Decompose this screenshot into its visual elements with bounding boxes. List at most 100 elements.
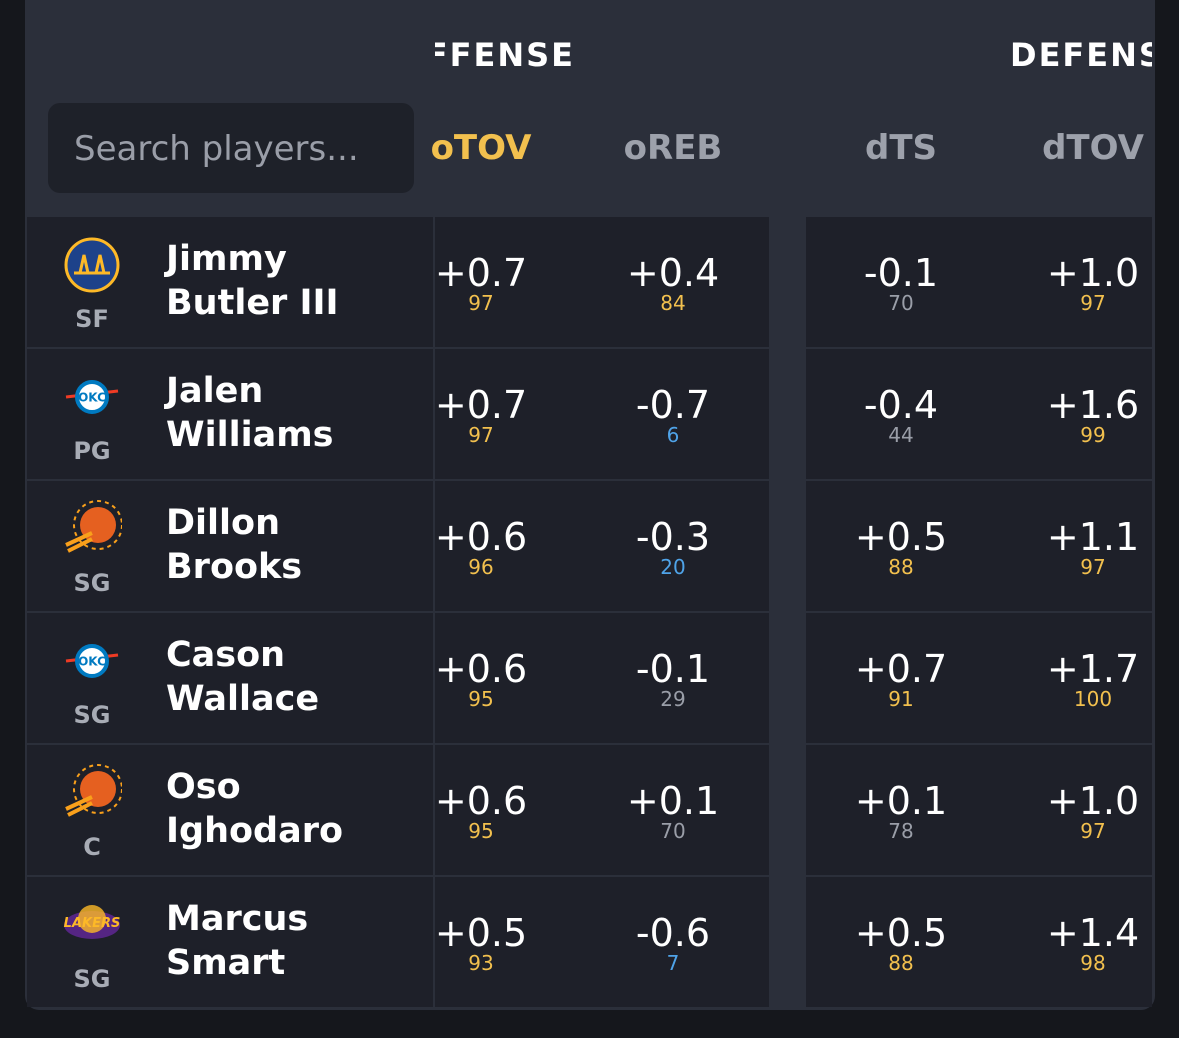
player-position: SG: [73, 701, 111, 729]
player-cell: [27, 349, 433, 479]
stat-percentile: 100: [1073, 687, 1113, 711]
stat-value: +0.1: [854, 779, 948, 823]
defense-cells: [806, 745, 1152, 875]
stat-percentile: 88: [888, 951, 914, 975]
column-header[interactable]: dTS: [864, 128, 938, 168]
stat-value: +0.6: [434, 515, 528, 559]
stat-value: +0.5: [854, 911, 948, 955]
player-position: C: [83, 833, 101, 861]
stat-percentile: 97: [1080, 291, 1106, 315]
stat-value: -0.1: [863, 251, 939, 295]
stat-value: -0.4: [863, 383, 939, 427]
stat-percentile: 20: [660, 555, 686, 579]
stat-value: -0.7: [635, 383, 711, 427]
defense-cells: [806, 349, 1152, 479]
stat-value: +1.0: [1046, 251, 1140, 295]
stat-percentile: 97: [1080, 555, 1106, 579]
stat-percentile: 84: [660, 291, 686, 315]
team-logo: LAKERS: [62, 895, 122, 955]
team-logo: [62, 499, 123, 559]
offense-cells: [435, 613, 769, 743]
stat-value: -0.6: [635, 911, 711, 955]
defense-cells: [806, 613, 1152, 743]
player-last-name[interactable]: Butler III: [166, 283, 339, 323]
stat-percentile: 88: [888, 555, 914, 579]
stat-value: +0.7: [434, 383, 528, 427]
search-input[interactable]: Search players...: [48, 103, 414, 193]
player-position: SG: [73, 965, 111, 993]
player-cell: [27, 481, 433, 611]
group-header: DEFENSE: [1010, 36, 1152, 74]
stat-value: +0.5: [854, 515, 948, 559]
team-logo: [62, 763, 123, 823]
stat-value: +0.6: [434, 647, 528, 691]
player-last-name[interactable]: Ighodaro: [166, 811, 344, 851]
stat-percentile: 97: [468, 423, 494, 447]
defense-cells: [806, 217, 1152, 347]
stat-percentile: 29: [660, 687, 686, 711]
stat-value: +1.7: [1046, 647, 1140, 691]
player-last-name[interactable]: Wallace: [166, 679, 320, 719]
stat-value: +0.6: [434, 779, 528, 823]
player-last-name[interactable]: Smart: [166, 943, 286, 983]
stat-value: +1.4: [1046, 911, 1140, 955]
player-first-name[interactable]: Marcus: [166, 899, 309, 939]
column-header[interactable]: oREB: [623, 128, 723, 168]
player-first-name[interactable]: Dillon: [166, 503, 281, 543]
stat-value: +0.4: [626, 251, 720, 295]
stat-percentile: 70: [888, 291, 914, 315]
stat-value: -0.3: [635, 515, 711, 559]
svg-text:OKC: OKC: [78, 655, 106, 669]
stat-value: +0.1: [626, 779, 720, 823]
stat-percentile: 97: [1080, 819, 1106, 843]
stat-percentile: 95: [468, 819, 494, 843]
player-position: SF: [75, 305, 109, 333]
column-header[interactable]: oTOV: [430, 128, 532, 168]
team-logo: OKC: [62, 631, 122, 691]
stat-percentile: 97: [468, 291, 494, 315]
stat-percentile: 70: [660, 819, 686, 843]
stat-percentile: 98: [1080, 951, 1106, 975]
stat-value: +1.1: [1046, 515, 1140, 559]
player-cell: [27, 877, 433, 1007]
stat-percentile: 93: [468, 951, 494, 975]
player-first-name[interactable]: Cason: [166, 635, 286, 675]
stat-value: -0.1: [635, 647, 711, 691]
player-first-name[interactable]: Oso: [166, 767, 241, 807]
stat-value: +0.5: [434, 911, 528, 955]
stat-value: +0.7: [434, 251, 528, 295]
player-last-name[interactable]: Brooks: [166, 547, 303, 587]
player-first-name[interactable]: Jalen: [166, 371, 264, 411]
defense-cells: [806, 481, 1152, 611]
player-cell: [27, 745, 433, 875]
offense-cells: [435, 877, 769, 1007]
stat-percentile: 91: [888, 687, 914, 711]
offense-cells: [435, 745, 769, 875]
offense-cells: [435, 349, 769, 479]
player-position: PG: [73, 437, 111, 465]
stat-value: +0.7: [854, 647, 948, 691]
player-first-name[interactable]: Jimmy: [166, 239, 287, 279]
stat-percentile: 7: [666, 951, 680, 975]
player-last-name[interactable]: Williams: [166, 415, 334, 455]
offense-cells: [435, 217, 769, 347]
offense-cells: [435, 481, 769, 611]
stat-percentile: 44: [888, 423, 914, 447]
team-logo: OKC: [62, 367, 122, 427]
player-position: SG: [73, 569, 111, 597]
svg-text:OKC: OKC: [78, 391, 106, 405]
column-header[interactable]: dTOV: [1042, 128, 1144, 168]
defense-cells: [806, 877, 1152, 1007]
svg-text:LAKERS: LAKERS: [64, 916, 121, 931]
stat-percentile: 99: [1080, 423, 1106, 447]
stat-percentile: 6: [666, 423, 680, 447]
stat-value: +1.6: [1046, 383, 1140, 427]
stat-percentile: 78: [888, 819, 914, 843]
stat-percentile: 95: [468, 687, 494, 711]
player-cell: [27, 613, 433, 743]
stat-percentile: 96: [468, 555, 494, 579]
team-logo: [62, 235, 122, 295]
stat-value: +1.0: [1046, 779, 1140, 823]
group-header: OFFENSE: [435, 36, 575, 74]
